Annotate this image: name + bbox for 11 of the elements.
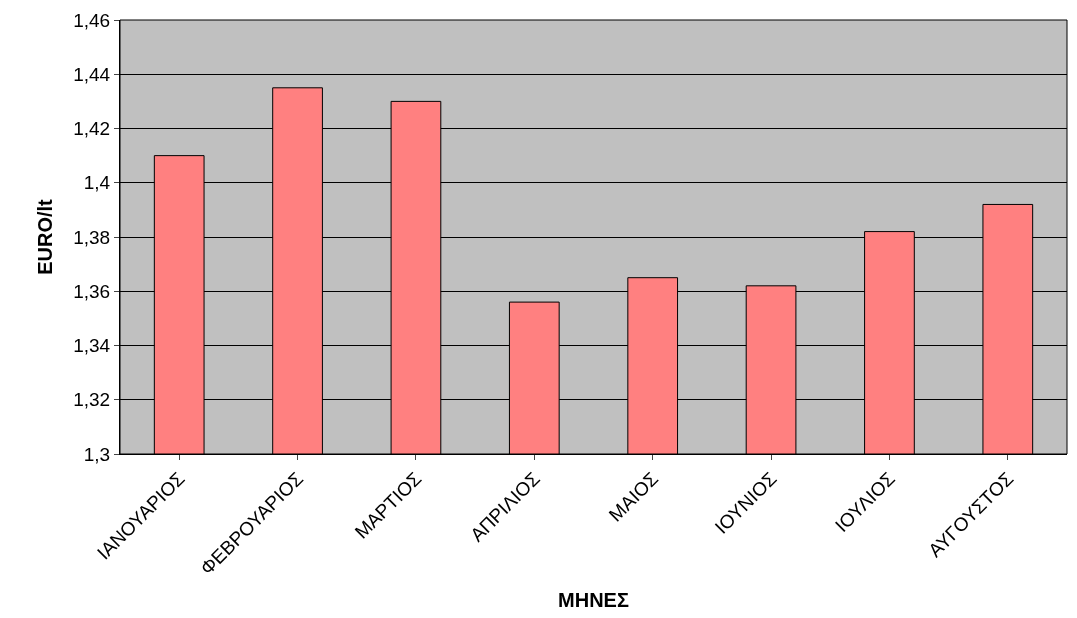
- y-tick-label: 1,38: [73, 226, 111, 248]
- y-axis-title: EURO/lt: [33, 198, 56, 275]
- y-tick-label: 1,44: [73, 63, 111, 85]
- y-tick-label: 1,34: [73, 335, 111, 357]
- y-tick-label: 1,3: [83, 443, 111, 465]
- y-tick-label: 1,4: [83, 172, 111, 194]
- y-tick-label: 1,46: [73, 9, 111, 31]
- y-tick-label: 1,36: [73, 280, 111, 302]
- y-tick-label: 1,32: [73, 389, 111, 411]
- y-tick-label: 1,42: [73, 118, 111, 140]
- x-axis-title: ΜΗΝΕΣ: [558, 589, 629, 612]
